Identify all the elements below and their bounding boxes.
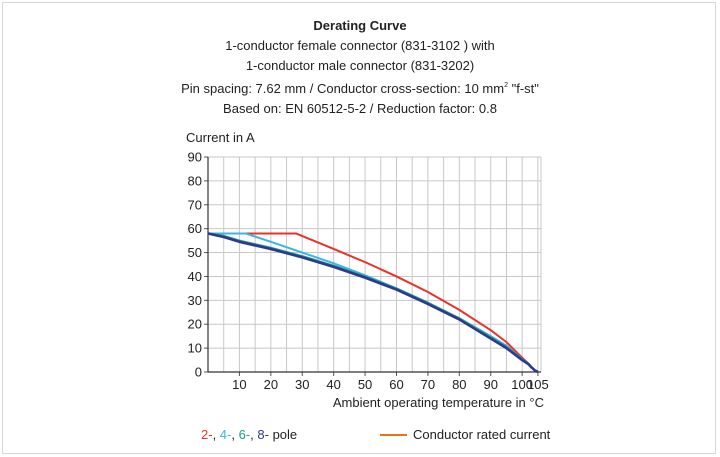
pole-legend-item: , <box>231 427 239 442</box>
series-line-8-pole <box>207 232 539 374</box>
y-axis-label: Current in A <box>186 130 255 145</box>
x-tick-label: 70 <box>421 377 435 392</box>
pole-legend-item: 4- <box>219 427 232 442</box>
x-tick-label: 105 <box>527 377 549 392</box>
series-line-2-pole <box>208 232 539 373</box>
pole-legend-item: 8- <box>257 427 269 442</box>
superscript: 2 <box>504 82 508 89</box>
pole-legend-item: 6- <box>238 427 251 442</box>
y-tick-label: 70 <box>188 197 202 212</box>
x-tick-label: 80 <box>452 377 466 392</box>
subtitle-line-3-text: Pin spacing: 7.62 mm / Conductor cross-s… <box>181 81 505 96</box>
pole-legend-item: , <box>250 427 258 442</box>
x-tick-label: 60 <box>389 377 403 392</box>
subtitle-line-2: 1-conductor male connector (831-3202) <box>245 58 475 73</box>
x-tick-label: 10 <box>232 377 246 392</box>
pole-legend-item: 2- <box>201 427 213 442</box>
series-line-4-pole <box>208 232 539 373</box>
pole-legend-item: , <box>212 427 220 442</box>
x-tick-label: 90 <box>484 377 498 392</box>
y-tick-label: 0 <box>195 365 202 380</box>
grid-lines <box>208 156 542 372</box>
subtitle-line-4: Based on: EN 60512-5-2 / Reduction facto… <box>223 101 497 116</box>
x-tick-label: 40 <box>326 377 340 392</box>
y-tick-label: 30 <box>188 293 202 308</box>
y-tick-label: 10 <box>188 341 202 356</box>
x-tick-label: 50 <box>358 377 372 392</box>
chart-header: Derating Curve 1-conductor female connec… <box>0 16 720 119</box>
y-tick-label: 60 <box>188 221 202 236</box>
subtitle-line-3: Pin spacing: 7.62 mm / Conductor cross-s… <box>0 76 720 99</box>
tick-labels: 0 10 20 30 40 50 60 70 80 90 10 20 30 40 50 60 70 80 90 100… <box>188 150 549 393</box>
y-tick-label: 40 <box>188 269 202 284</box>
y-tick-label: 80 <box>188 173 202 188</box>
rated-current-swatch <box>380 433 407 436</box>
y-tick-label: 90 <box>188 150 202 165</box>
pole-legend: 2-, 4-, 6-, 8- pole <box>201 427 297 443</box>
y-tick-label: 20 <box>188 317 202 332</box>
series-lines <box>207 232 539 374</box>
x-axis-label: Ambient operating temperature in °C <box>333 395 544 410</box>
y-tick-label: 50 <box>188 245 202 260</box>
series-line-6-pole <box>207 232 539 373</box>
rated-current-label: Conductor rated current <box>413 427 551 442</box>
x-tick-label: 30 <box>295 377 309 392</box>
subtitle-line-3-suffix: "f-st" <box>507 81 539 96</box>
x-tick-label: 20 <box>264 377 278 392</box>
chart-title: Derating Curve <box>313 18 407 33</box>
pole-legend-item: pole <box>268 427 298 442</box>
rated-current-legend: Conductor rated current <box>380 427 550 443</box>
x-tick-label: 100 <box>511 377 533 392</box>
subtitle-line-1: 1-conductor female connector (831-3102 )… <box>225 38 495 53</box>
axes <box>204 156 541 376</box>
